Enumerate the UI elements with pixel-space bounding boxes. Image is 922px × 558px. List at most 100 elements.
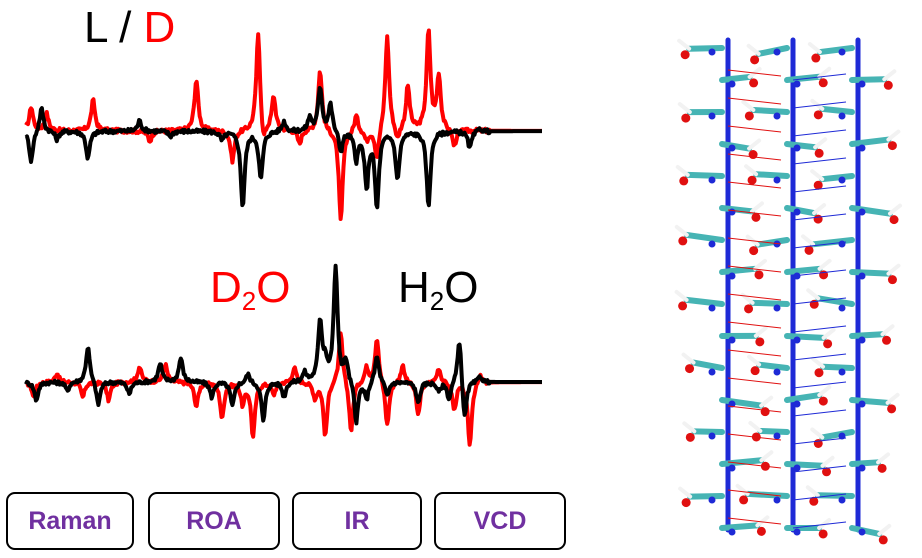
hydrogen-bond-stick bbox=[735, 483, 750, 496]
tab-ir[interactable]: IR bbox=[292, 492, 422, 550]
hydrogen-bond-stick bbox=[810, 356, 825, 369]
oxygen-atom bbox=[754, 270, 764, 280]
oxygen-atom bbox=[809, 496, 819, 506]
oxygen-atom bbox=[814, 368, 824, 378]
tab-vcd[interactable]: VCD bbox=[434, 492, 566, 550]
hydrogen-bond-stick bbox=[805, 485, 820, 498]
interstrand-hbond bbox=[727, 265, 782, 273]
hydrogen-bond-stick bbox=[820, 455, 835, 468]
nitrogen-atom bbox=[793, 80, 801, 88]
side-chain-bond bbox=[849, 459, 882, 467]
oxygen-atom bbox=[878, 535, 888, 545]
side-chain-bond bbox=[784, 392, 823, 403]
oxygen-atom bbox=[678, 236, 688, 246]
hydrogen-bond-stick bbox=[810, 169, 825, 182]
side-chain-bond bbox=[815, 295, 855, 307]
nitrogen-atom bbox=[793, 208, 801, 216]
side-chain-bond bbox=[849, 397, 891, 406]
nitrogen-atom bbox=[793, 400, 801, 408]
nitrogen-atom bbox=[773, 368, 781, 376]
hydrogen-bond-stick bbox=[817, 517, 832, 530]
nitrogen-atom bbox=[858, 528, 866, 536]
peptide-structure-image bbox=[674, 37, 903, 545]
side-chain-bond bbox=[719, 73, 753, 83]
nitrogen-atom bbox=[728, 528, 736, 536]
hydrogen-bond-stick bbox=[812, 203, 827, 216]
oxygen-atom bbox=[678, 301, 688, 311]
oxygen-atom bbox=[750, 55, 760, 65]
interstrand-hbond bbox=[792, 269, 847, 277]
side-chain-bond bbox=[849, 269, 892, 277]
side-chain-bond bbox=[749, 299, 790, 307]
oxygen-atom bbox=[822, 467, 832, 477]
oxygen-atom bbox=[887, 275, 897, 285]
hydrogen-bond-stick bbox=[759, 450, 774, 463]
oxygen-atom bbox=[811, 53, 821, 63]
legend-d: D bbox=[143, 3, 176, 52]
nitrogen-atom bbox=[838, 112, 846, 120]
nitrogen-atom bbox=[708, 368, 716, 376]
spectrum-bottom-h2o bbox=[24, 263, 543, 426]
nitrogen-atom bbox=[728, 336, 736, 344]
nitrogen-atom bbox=[793, 336, 801, 344]
interstrand-hbond bbox=[792, 353, 847, 361]
legend-l: L bbox=[84, 3, 107, 52]
hydrogen-bond-stick bbox=[801, 234, 816, 247]
interstrand-hbond bbox=[792, 465, 847, 473]
nitrogen-atom bbox=[773, 176, 781, 184]
hydrogen-bond-stick bbox=[817, 385, 832, 398]
oxygen-atom bbox=[685, 364, 695, 374]
hydrogen-bond-stick bbox=[753, 325, 768, 338]
side-chain-bond bbox=[750, 106, 790, 115]
interstrand-hbond bbox=[727, 405, 782, 413]
interstrand-hbond bbox=[792, 325, 847, 333]
hydrogen-bond-stick bbox=[885, 392, 900, 405]
side-chain-bond bbox=[757, 427, 790, 435]
hydrogen-bond-stick bbox=[886, 263, 901, 276]
nitrogen-atom bbox=[838, 368, 846, 376]
interstrand-hbond bbox=[727, 237, 782, 245]
interstrand-hbond bbox=[727, 69, 782, 77]
interstrand-hbond bbox=[792, 157, 847, 165]
hydrogen-bond-stick bbox=[888, 203, 903, 216]
nitrogen-atom bbox=[838, 432, 846, 440]
side-chain-bond bbox=[849, 205, 894, 217]
side-chain-bond bbox=[810, 237, 855, 248]
interstrand-hbond bbox=[727, 125, 782, 133]
oxygen-atom bbox=[744, 111, 754, 121]
nitrogen-atom bbox=[728, 464, 736, 472]
legend-slash: / bbox=[119, 3, 132, 52]
side-chain-bond bbox=[683, 296, 725, 307]
hydrogen-bond-stick bbox=[817, 258, 832, 271]
hydrogen-bond-stick bbox=[877, 523, 892, 536]
nitrogen-atom bbox=[858, 400, 866, 408]
hydrogen-bond-stick bbox=[674, 289, 689, 302]
nitrogen-atom bbox=[838, 48, 846, 56]
side-chain-bond bbox=[784, 205, 818, 217]
interstrand-hbond bbox=[792, 185, 847, 193]
nitrogen-atom bbox=[858, 208, 866, 216]
spectrum-bottom-d2o bbox=[25, 331, 543, 447]
side-chain-bond bbox=[819, 105, 855, 115]
nitrogen-atom bbox=[773, 496, 781, 504]
tab-roa[interactable]: ROA bbox=[148, 492, 280, 550]
hydrogen-bond-stick bbox=[876, 452, 891, 465]
interstrand-hbond bbox=[727, 489, 782, 497]
side-chain-bond bbox=[686, 45, 725, 52]
hydrogen-bond-stick bbox=[806, 288, 821, 301]
oxygen-atom bbox=[685, 432, 695, 442]
interstrand-hbond bbox=[792, 521, 847, 529]
interstrand-hbond bbox=[727, 181, 782, 189]
tab-raman[interactable]: Raman bbox=[6, 492, 134, 550]
side-chain-bond bbox=[719, 265, 758, 275]
oxygen-atom bbox=[823, 339, 833, 349]
oxygen-atom bbox=[681, 498, 691, 508]
side-chain-bond bbox=[683, 231, 725, 243]
oxygen-atom bbox=[814, 148, 824, 158]
oxygen-atom bbox=[813, 110, 823, 120]
nitrogen-atom bbox=[793, 464, 801, 472]
hydrogen-bond-stick bbox=[681, 352, 696, 365]
hydrogen-bond-stick bbox=[749, 201, 764, 214]
side-chain-bond bbox=[719, 397, 765, 409]
